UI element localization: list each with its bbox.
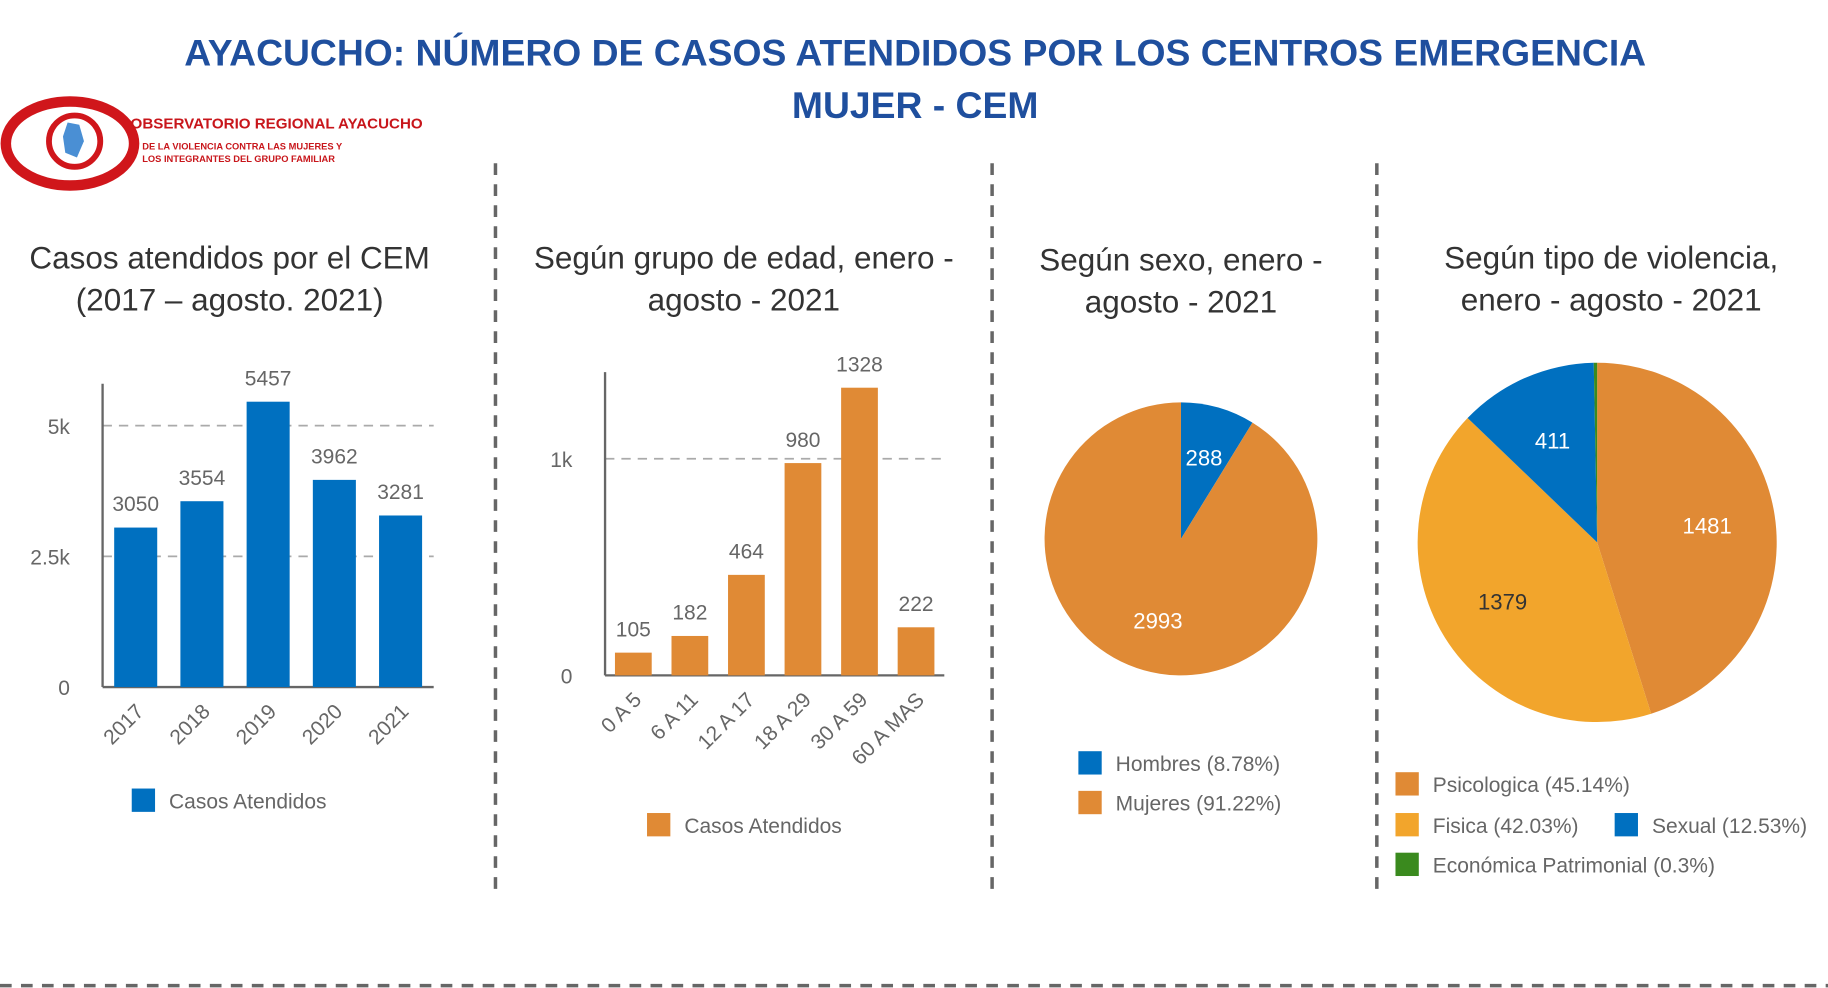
value-label: 411	[1535, 429, 1570, 454]
y-tick-label: 0	[58, 677, 70, 700]
value-label: 3554	[179, 467, 226, 490]
legend-label: Económica Patrimonial (0.3%)	[1433, 855, 1715, 878]
legend-label: Casos Atendidos	[169, 790, 326, 813]
legend-label: Casos Atendidos	[684, 815, 841, 838]
bar	[312, 479, 356, 688]
logo-subtitle: LOS INTEGRANTES DEL GRUPO FAMILIAR	[142, 154, 335, 164]
y-tick-label: 2.5k	[30, 546, 70, 569]
chart-title: Según grupo de edad, enero -	[534, 240, 954, 275]
chart-title: Según sexo, enero -	[1039, 243, 1322, 278]
logo: OBSERVATORIO REGIONAL AYACUCHO DE LA VIO…	[0, 96, 423, 191]
value-label: 1328	[836, 353, 883, 376]
bar	[114, 527, 158, 688]
value-label: 3962	[311, 446, 358, 469]
chart-title: Según tipo de violencia,	[1444, 240, 1778, 275]
bar	[784, 463, 822, 676]
legend-swatch	[1395, 813, 1419, 837]
legend-swatch	[1395, 852, 1419, 877]
value-label: 3050	[112, 493, 159, 516]
chart-title: (2017 – agosto. 2021)	[76, 282, 384, 317]
pie-slice	[1044, 402, 1318, 676]
logo-eye	[0, 96, 140, 191]
legend-label: Mujeres (91.22%)	[1116, 793, 1282, 816]
legend-swatch	[1395, 772, 1419, 796]
bar	[246, 401, 290, 688]
bar	[379, 515, 423, 688]
legend-swatch	[647, 813, 671, 837]
x-tick-label: 18 A 29	[750, 688, 816, 754]
value-label: 1379	[1478, 589, 1527, 614]
legend-swatch	[131, 788, 156, 812]
legend-swatch	[1078, 751, 1102, 775]
chart-title: Casos atendidos por el CEM	[29, 240, 429, 275]
chart-title: agosto - 2021	[648, 282, 840, 317]
value-label: 222	[899, 593, 934, 616]
legend-label: Hombres (8.78%)	[1116, 753, 1280, 776]
x-tick-label: 2018	[166, 700, 215, 749]
legend-label: Sexual (12.53%)	[1652, 815, 1807, 838]
y-tick-label: 5k	[48, 416, 71, 439]
legend-label: Fisica (42.03%)	[1433, 815, 1579, 838]
x-tick-label: 2020	[298, 700, 347, 749]
x-tick-label: 0 A 5	[597, 688, 646, 737]
y-tick-label: 1k	[550, 449, 573, 472]
title: MUJER - CEM	[792, 84, 1039, 126]
legend-swatch	[1614, 813, 1638, 837]
bar	[180, 501, 224, 688]
bar	[671, 635, 709, 676]
pie-slice	[1593, 362, 1598, 543]
x-tick-label: 2019	[232, 700, 281, 749]
logo-name: OBSERVATORIO REGIONAL AYACUCHO	[131, 115, 423, 132]
value-label: 2993	[1133, 608, 1182, 633]
bar	[841, 387, 878, 676]
title: AYACUCHO: NÚMERO DE CASOS ATENDIDOS POR …	[184, 31, 1646, 73]
value-label: 288	[1186, 446, 1223, 471]
logo-subtitle: DE LA VIOLENCIA CONTRA LAS MUJERES Y	[142, 141, 343, 151]
value-label: 1481	[1683, 514, 1732, 539]
bar	[614, 652, 652, 676]
pie-slice	[1180, 402, 1253, 539]
value-label: 105	[616, 618, 651, 641]
value-label: 5457	[245, 367, 292, 390]
pie-slice	[1467, 362, 1598, 543]
value-label: 980	[785, 429, 820, 452]
legend-label: Psicologica (45.14%)	[1433, 774, 1630, 797]
value-label: 464	[729, 541, 764, 564]
x-tick-label: 2017	[99, 700, 148, 749]
bar	[728, 574, 765, 676]
x-tick-label: 2021	[364, 700, 413, 749]
bar	[897, 627, 935, 676]
pie-slice	[1597, 362, 1777, 714]
x-tick-label: 12 A 17	[694, 688, 760, 754]
chart-title: agosto - 2021	[1085, 285, 1277, 320]
logo-map	[62, 122, 84, 158]
y-tick-label: 0	[561, 666, 573, 689]
value-label: 3281	[377, 481, 424, 504]
legend-swatch	[1078, 790, 1102, 815]
value-label: 182	[672, 602, 707, 625]
pie-slice	[1417, 418, 1652, 723]
chart-title: enero - agosto - 2021	[1461, 282, 1762, 317]
